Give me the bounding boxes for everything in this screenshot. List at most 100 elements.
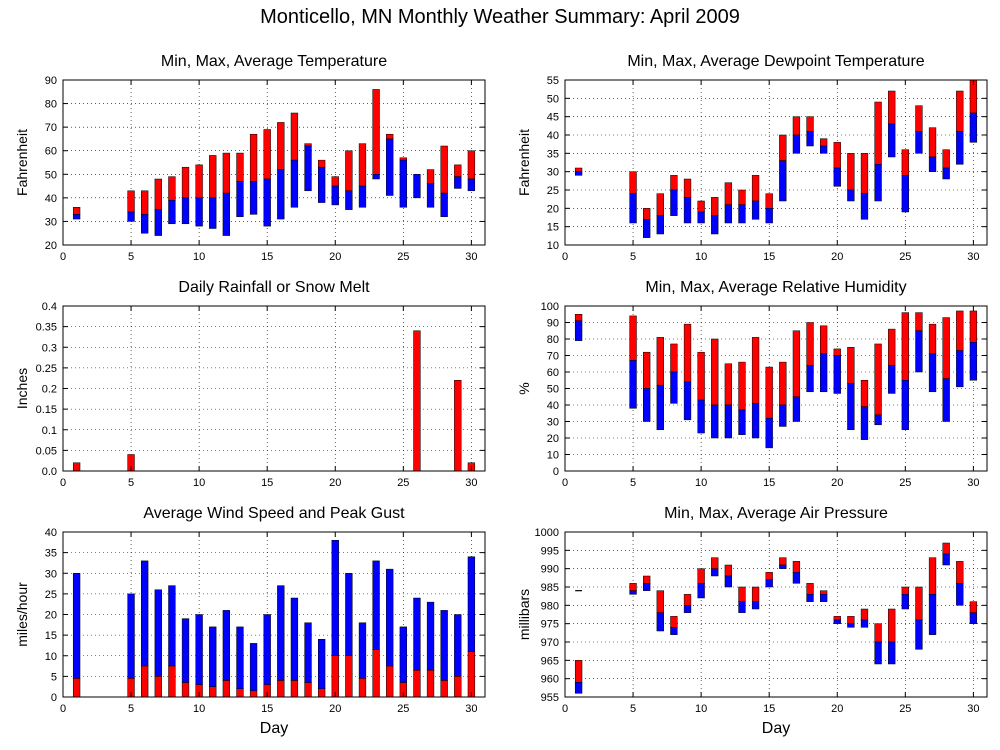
- xtick-label: 5: [630, 703, 636, 715]
- bar-min-segment: [942, 553, 950, 566]
- bar-gust-segment: [331, 540, 339, 656]
- xtick-label: 25: [899, 251, 911, 263]
- bar-max-segment: [629, 171, 637, 194]
- bar-min-segment: [860, 619, 869, 628]
- bar-max-segment: [656, 193, 664, 216]
- chart-title: Min, Max, Average Relative Humidity: [645, 279, 906, 296]
- bar-max-segment: [888, 608, 896, 643]
- bar-max-segment: [656, 337, 664, 386]
- xtick-label: 20: [831, 251, 843, 263]
- bar-max-segment: [738, 586, 746, 602]
- ytick-label: 80: [547, 334, 559, 346]
- ylabel: Fahrenheit: [14, 129, 30, 196]
- bar-min-segment: [574, 682, 583, 694]
- bar-min-segment: [72, 214, 81, 220]
- bar-max-segment: [574, 660, 583, 683]
- bar-max-segment: [249, 133, 258, 182]
- bar-max-segment: [263, 129, 271, 180]
- bar-max-segment: [819, 590, 828, 595]
- bar-max-segment: [683, 178, 692, 198]
- ytick-label: 15: [45, 630, 57, 642]
- bar-min-segment: [847, 189, 855, 202]
- bar-avg-segment: [209, 686, 217, 698]
- bar-max-segment: [317, 159, 326, 168]
- bar-avg-segment: [413, 669, 421, 698]
- bar-rain: [454, 380, 462, 472]
- bar-avg-segment: [372, 649, 380, 698]
- bar-max-segment: [290, 112, 299, 161]
- bar-avg-segment: [290, 680, 299, 698]
- ytick-label: 100: [541, 301, 559, 313]
- bar-max-segment: [847, 616, 855, 624]
- xtick-label: 5: [630, 477, 636, 489]
- bar-min-segment: [168, 199, 176, 225]
- bar-max-segment: [643, 208, 651, 220]
- bar-max-segment: [956, 561, 964, 584]
- bar-avg-segment: [345, 655, 353, 698]
- bar-min-segment: [574, 171, 583, 176]
- bar-max-segment: [426, 169, 435, 184]
- ytick-label: 20: [45, 240, 57, 252]
- bar-min-segment: [195, 197, 203, 227]
- bar-min-segment: [656, 612, 664, 632]
- bar-max-segment: [399, 157, 407, 161]
- ytick-label: 0.35: [36, 322, 57, 334]
- bar-max-segment: [901, 312, 909, 381]
- bar-max-segment: [956, 310, 964, 351]
- xtick-label: 25: [899, 477, 911, 489]
- chart-humidity: Min, Max, Average Relative Humidity 0 10 20…: [516, 279, 988, 489]
- bar-avg-segment: [331, 655, 339, 698]
- xtick-label: 5: [630, 251, 636, 263]
- bar-min-segment: [833, 167, 841, 187]
- bar-min-segment: [209, 197, 217, 229]
- bar-max-segment: [806, 116, 814, 132]
- bar-min-segment: [765, 208, 773, 224]
- bar-avg-segment: [141, 665, 149, 698]
- xtick-label: 20: [831, 477, 843, 489]
- bar-min-segment: [792, 572, 801, 584]
- bar-gust-segment: [467, 556, 476, 652]
- bar-gust-segment: [358, 622, 367, 679]
- bar-max-segment: [195, 164, 203, 199]
- ytick-label: 25: [45, 589, 57, 601]
- xtick-label: 15: [763, 251, 775, 263]
- bar-min-segment: [574, 320, 583, 341]
- ylabel: miles/hour: [14, 582, 30, 647]
- bar-max-segment: [711, 197, 719, 216]
- bar-min-segment: [969, 612, 978, 624]
- bar-max-segment: [574, 167, 583, 172]
- bar-min-segment: [819, 594, 828, 602]
- bar-min-segment: [304, 145, 312, 192]
- bar-min-segment: [249, 181, 258, 215]
- ytick-label: 0.0: [42, 466, 57, 478]
- xtick-label: 25: [397, 251, 409, 263]
- xtick-label: 15: [763, 703, 775, 715]
- ytick-label: 45: [547, 112, 559, 124]
- ytick-label: 0.3: [42, 342, 57, 354]
- bar-max-segment: [683, 323, 692, 383]
- bar-min-segment: [683, 381, 692, 421]
- bar-min-segment: [901, 594, 909, 610]
- bar-gust-segment: [345, 573, 353, 656]
- xtick-label: 10: [695, 703, 707, 715]
- bar-min-segment: [915, 131, 923, 154]
- bar-gust-segment: [263, 614, 271, 685]
- ytick-label: 70: [45, 122, 57, 134]
- bar-max-segment: [888, 328, 896, 366]
- bar-max-segment: [874, 343, 882, 416]
- ytick-label: 20: [547, 203, 559, 215]
- bar-min-segment: [399, 159, 407, 208]
- bar-max-segment: [358, 143, 367, 187]
- bar-avg-segment: [386, 665, 394, 698]
- bar-gust-segment: [399, 626, 407, 683]
- ytick-label: 35: [547, 148, 559, 160]
- bar-max-segment: [833, 348, 841, 356]
- xtick-label: 20: [329, 251, 341, 263]
- bar-min-segment: [915, 619, 923, 650]
- bar-gust-segment: [277, 585, 285, 681]
- bar-min-segment: [711, 404, 719, 439]
- bar-max-segment: [154, 178, 162, 210]
- bar-min-segment: [942, 378, 950, 422]
- bar-gust-segment: [168, 585, 176, 667]
- bar-min-segment: [141, 214, 149, 234]
